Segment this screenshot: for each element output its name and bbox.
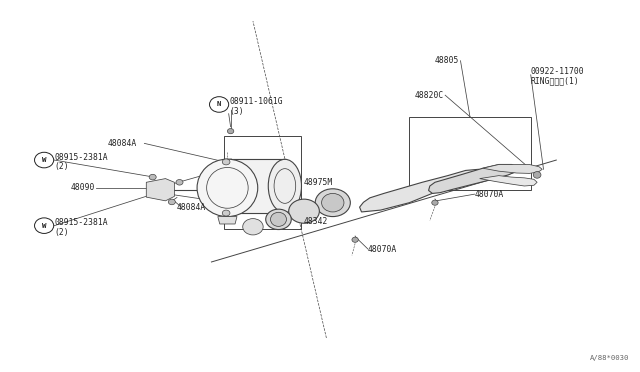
Ellipse shape	[222, 159, 230, 165]
Text: 08915-2381A: 08915-2381A	[54, 153, 108, 161]
Text: 48070A: 48070A	[474, 190, 504, 199]
Ellipse shape	[149, 174, 156, 180]
Ellipse shape	[168, 199, 175, 205]
Text: 48975M: 48975M	[304, 178, 333, 187]
Text: 48090: 48090	[71, 183, 95, 192]
Ellipse shape	[352, 237, 358, 242]
Bar	[410, 118, 531, 190]
Ellipse shape	[271, 212, 287, 227]
Polygon shape	[147, 179, 174, 201]
Polygon shape	[218, 217, 237, 224]
Text: (2): (2)	[54, 162, 69, 171]
Ellipse shape	[222, 210, 230, 216]
Text: 48820C: 48820C	[415, 91, 444, 100]
Text: 08911-1061G: 08911-1061G	[229, 97, 283, 106]
Ellipse shape	[268, 159, 301, 213]
Text: (3): (3)	[229, 107, 244, 116]
Text: N: N	[217, 102, 221, 108]
Ellipse shape	[266, 209, 291, 230]
Text: 48084A: 48084A	[176, 203, 205, 212]
Text: 48084A: 48084A	[108, 139, 137, 148]
Text: W: W	[42, 157, 46, 163]
Ellipse shape	[197, 159, 258, 217]
Ellipse shape	[227, 129, 234, 134]
Text: A/88*0030: A/88*0030	[590, 355, 630, 361]
Polygon shape	[483, 164, 542, 173]
Bar	[224, 136, 301, 229]
Text: RINGリング(1): RINGリング(1)	[531, 76, 579, 85]
Text: 48342: 48342	[304, 217, 328, 226]
Ellipse shape	[533, 171, 541, 178]
Ellipse shape	[316, 189, 350, 217]
Ellipse shape	[432, 200, 438, 205]
Polygon shape	[479, 176, 537, 186]
Polygon shape	[360, 169, 483, 212]
Text: 48805: 48805	[435, 56, 460, 65]
Text: 48070A: 48070A	[368, 244, 397, 253]
Text: 08915-2381A: 08915-2381A	[54, 218, 108, 227]
Ellipse shape	[176, 180, 183, 185]
Ellipse shape	[321, 193, 344, 212]
Text: 00922-11700: 00922-11700	[531, 67, 584, 76]
Ellipse shape	[243, 219, 263, 235]
Text: W: W	[42, 223, 46, 229]
Text: (2): (2)	[54, 228, 69, 237]
Ellipse shape	[289, 199, 319, 223]
Polygon shape	[227, 159, 285, 213]
Polygon shape	[429, 164, 518, 193]
